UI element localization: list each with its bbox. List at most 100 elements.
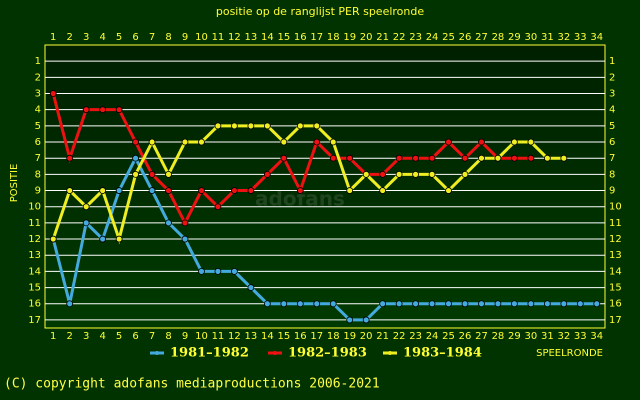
x-tick-label: 11 bbox=[212, 331, 225, 342]
point bbox=[280, 154, 288, 162]
x-tick-label-top: 28 bbox=[492, 32, 505, 43]
x-tick-label: 4 bbox=[99, 331, 105, 342]
x-tick-label-top: 29 bbox=[508, 32, 521, 43]
y-tick-label-right: 15 bbox=[609, 283, 622, 294]
y-tick-label: 7 bbox=[35, 153, 41, 164]
point bbox=[362, 316, 370, 324]
point bbox=[329, 154, 337, 162]
x-tick-label: 1 bbox=[50, 331, 56, 342]
y-tick-label-right: 7 bbox=[609, 153, 615, 164]
x-tick-label: 24 bbox=[426, 331, 439, 342]
point bbox=[66, 187, 74, 194]
point bbox=[445, 300, 452, 308]
point bbox=[428, 154, 436, 162]
y-tick-label: 2 bbox=[35, 72, 41, 83]
point bbox=[49, 90, 57, 97]
y-tick-label: 1 bbox=[35, 56, 41, 67]
point bbox=[132, 138, 139, 146]
x-tick-label-top: 13 bbox=[245, 32, 258, 43]
x-tick-label: 12 bbox=[228, 331, 241, 342]
plot-area bbox=[44, 44, 606, 329]
point bbox=[560, 154, 568, 162]
point bbox=[478, 300, 485, 308]
x-tick-label: 32 bbox=[557, 331, 570, 342]
point bbox=[263, 170, 271, 178]
point bbox=[181, 219, 189, 227]
point bbox=[82, 203, 90, 211]
legend-swatch-dot bbox=[388, 351, 392, 355]
point bbox=[395, 300, 403, 308]
point bbox=[543, 300, 551, 308]
x-tick-label-top: 32 bbox=[557, 32, 570, 43]
y-tick-label: 5 bbox=[35, 121, 41, 132]
point bbox=[511, 138, 518, 146]
point bbox=[313, 138, 321, 146]
point bbox=[66, 154, 74, 162]
point bbox=[82, 106, 90, 114]
point bbox=[576, 300, 584, 308]
x-tick-label-top: 18 bbox=[327, 32, 340, 43]
point bbox=[428, 170, 436, 178]
point bbox=[461, 300, 469, 308]
point bbox=[231, 122, 238, 130]
y-tick-label: 14 bbox=[28, 266, 41, 277]
x-tick-label-top: 10 bbox=[195, 32, 208, 43]
y-axis-label: POSITIE bbox=[9, 164, 20, 203]
point bbox=[478, 154, 485, 162]
y-tick-label-right: 14 bbox=[609, 266, 622, 277]
point bbox=[214, 203, 222, 211]
point bbox=[296, 122, 304, 130]
x-axis-label: SPEELRONDE bbox=[536, 348, 603, 359]
point bbox=[362, 170, 370, 178]
point bbox=[99, 235, 107, 243]
point bbox=[115, 235, 123, 243]
point bbox=[296, 300, 304, 308]
y-tick-label-right: 17 bbox=[609, 315, 622, 326]
x-tick-label: 14 bbox=[261, 331, 274, 342]
x-tick-label: 8 bbox=[165, 331, 171, 342]
y-tick-label: 3 bbox=[35, 89, 41, 100]
x-tick-label-top: 17 bbox=[310, 32, 323, 43]
point bbox=[395, 154, 403, 162]
x-tick-label: 30 bbox=[525, 331, 538, 342]
point bbox=[511, 300, 518, 308]
y-tick-label: 17 bbox=[28, 315, 41, 326]
point bbox=[346, 187, 354, 194]
point bbox=[445, 187, 452, 194]
point bbox=[165, 187, 172, 194]
point bbox=[148, 187, 156, 194]
point bbox=[346, 154, 354, 162]
x-tick-label: 13 bbox=[245, 331, 258, 342]
y-tick-label: 13 bbox=[28, 250, 41, 261]
x-tick-label: 25 bbox=[442, 331, 455, 342]
footer: (C) copyright adofans mediaproductions 2… bbox=[4, 377, 380, 392]
point bbox=[280, 300, 288, 308]
x-tick-label-top: 20 bbox=[360, 32, 373, 43]
x-tick-label: 31 bbox=[541, 331, 554, 342]
x-tick-label-top: 24 bbox=[426, 32, 439, 43]
y-tick-label: 8 bbox=[35, 169, 41, 180]
x-tick-label: 9 bbox=[182, 331, 188, 342]
y-tick-label-right: 5 bbox=[609, 121, 615, 132]
y-tick-label: 4 bbox=[35, 105, 41, 116]
x-tick-label: 33 bbox=[574, 331, 587, 342]
series-line bbox=[51, 154, 597, 322]
point bbox=[214, 122, 222, 130]
legend-swatch-dot bbox=[273, 351, 277, 355]
y-tick-label: 15 bbox=[28, 283, 41, 294]
x-tick-label-top: 11 bbox=[212, 32, 225, 43]
x-tick-label: 20 bbox=[360, 331, 373, 342]
x-tick-label: 22 bbox=[393, 331, 406, 342]
x-tick-label: 15 bbox=[277, 331, 290, 342]
x-tick-label-top: 25 bbox=[442, 32, 455, 43]
y-tick-label-right: 8 bbox=[609, 169, 615, 180]
x-tick-label-top: 33 bbox=[574, 32, 587, 43]
point bbox=[379, 300, 387, 308]
point bbox=[198, 187, 205, 194]
point bbox=[231, 187, 238, 194]
point bbox=[395, 170, 403, 178]
point bbox=[82, 219, 90, 227]
point bbox=[412, 300, 419, 308]
point bbox=[99, 106, 107, 114]
y-tick-label-right: 6 bbox=[609, 137, 615, 148]
